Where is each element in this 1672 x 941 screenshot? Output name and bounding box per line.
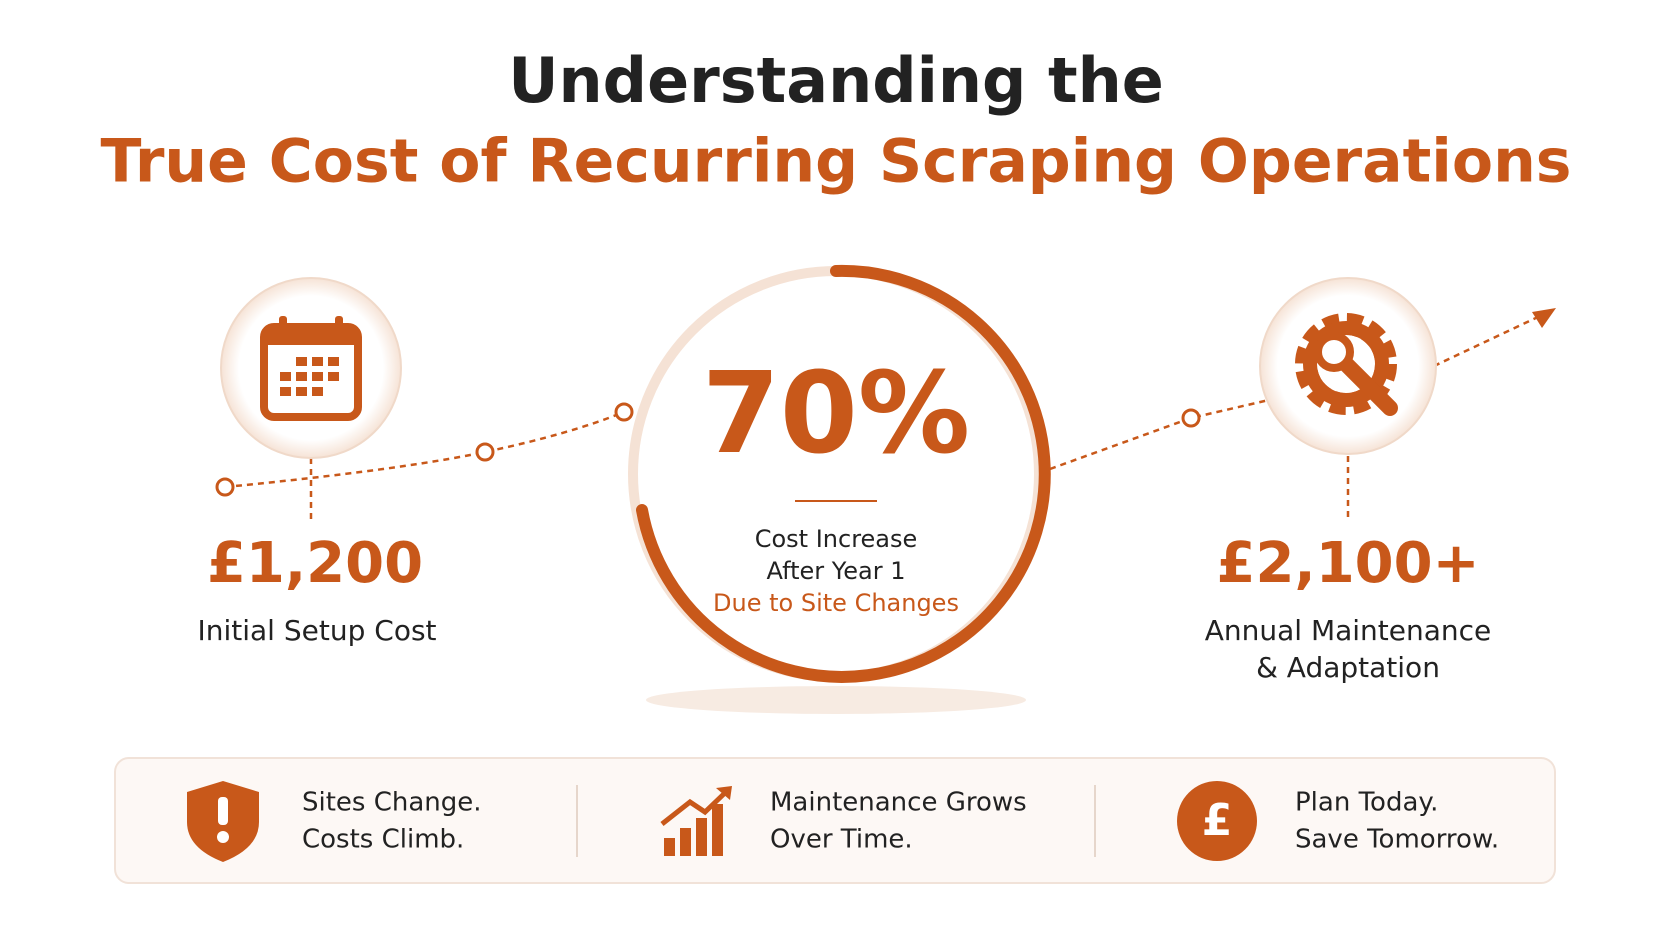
stat-label: & Adaptation bbox=[1256, 651, 1440, 684]
trend-line bbox=[215, 308, 1556, 520]
center-highlight: Due to Site Changes bbox=[713, 589, 959, 617]
title-line2: True Cost of Recurring Scraping Operatio… bbox=[101, 127, 1572, 197]
footer-text: Plan Today. bbox=[1295, 788, 1438, 818]
gear-icon bbox=[1259, 277, 1437, 455]
footer-text: Save Tomorrow. bbox=[1295, 825, 1499, 855]
stat-value: £2,100+ bbox=[1216, 531, 1479, 596]
center-value: 70% bbox=[702, 349, 970, 479]
footer-panel: £ bbox=[114, 757, 1556, 884]
footer-text: Maintenance Grows bbox=[770, 788, 1027, 818]
stat-value: £1,200 bbox=[207, 531, 423, 596]
footer-text: Sites Change. bbox=[302, 788, 482, 818]
stat-label: Initial Setup Cost bbox=[197, 614, 436, 647]
footer-text: Costs Climb. bbox=[302, 825, 464, 855]
ring bbox=[628, 264, 1051, 714]
footer-text: Over Time. bbox=[770, 825, 913, 855]
calendar-icon bbox=[220, 277, 402, 459]
center-label: After Year 1 bbox=[767, 557, 906, 585]
title-line1: Understanding the bbox=[508, 44, 1164, 117]
svg-text:£: £ bbox=[1202, 795, 1233, 846]
center-label: Cost Increase bbox=[755, 525, 918, 553]
stat-label: Annual Maintenance bbox=[1205, 614, 1492, 647]
